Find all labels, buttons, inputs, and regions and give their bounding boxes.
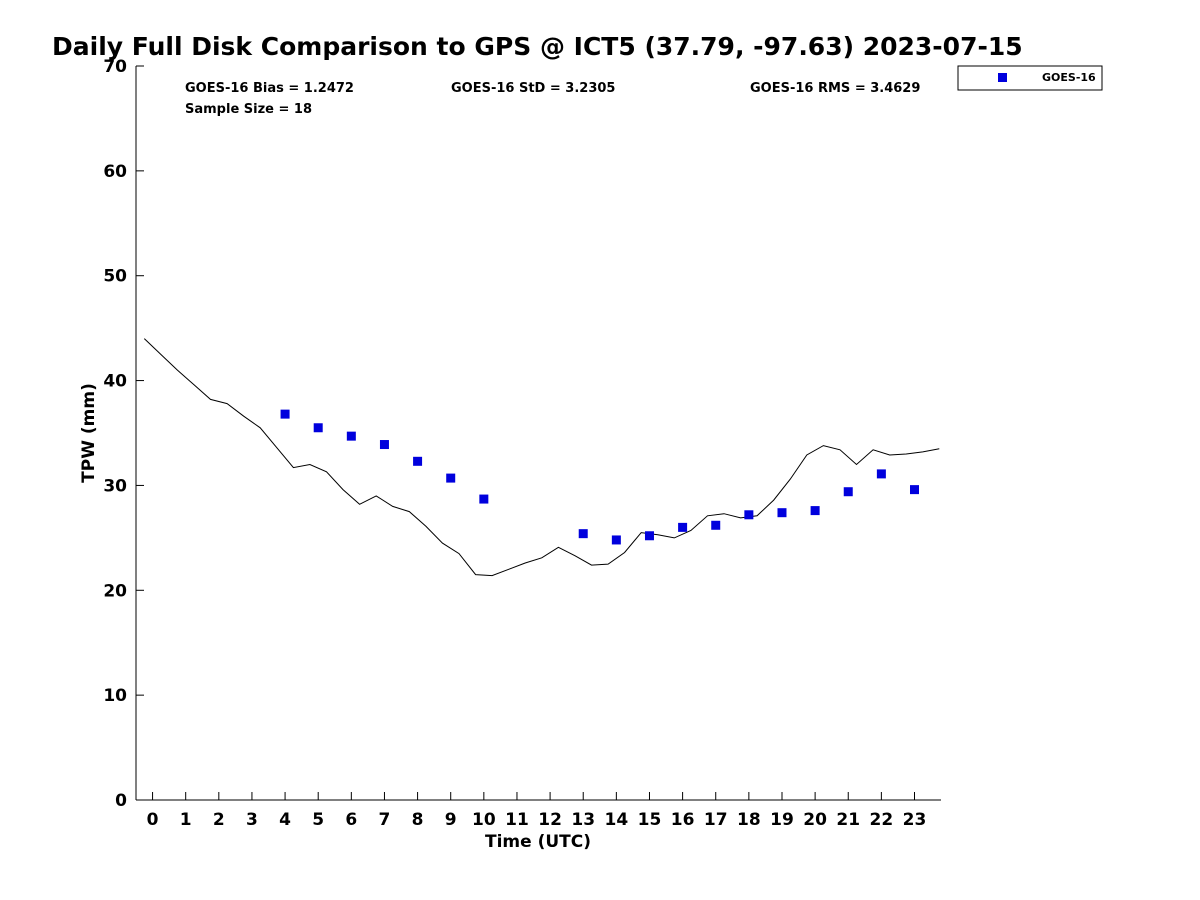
legend-goes16-label: GOES-16 [1042,71,1096,84]
goes16-point [611,535,621,545]
y-tick-label: 60 [103,162,127,182]
gps-line [143,338,940,577]
x-tick-label: 22 [870,810,894,830]
y-axis-label: TPW (mm) [79,383,99,483]
x-tick-label: 15 [638,810,662,830]
y-tick-label: 50 [103,267,127,287]
x-tick-label: 13 [571,810,595,830]
goes16-point [413,456,423,466]
x-tick-label: 8 [412,810,424,830]
y-tick-label: 40 [103,372,127,392]
goes16-point [843,487,853,497]
y-tick-label: 70 [103,57,127,77]
y-tick-label: 30 [103,476,127,496]
y-tick-label: 10 [103,686,127,706]
goes16-point [479,494,489,504]
x-tick-label: 5 [312,810,324,830]
x-tick-label: 23 [903,810,927,830]
goes16-point [876,469,886,479]
x-tick-label: 11 [505,810,529,830]
goes16-point [578,529,588,539]
goes16-point [909,485,919,495]
goes16-point [678,522,688,532]
x-tick-label: 1 [180,810,192,830]
legend-goes16-marker [998,73,1007,82]
goes16-point [711,520,721,530]
goes16-point [644,531,654,541]
x-tick-label: 18 [737,810,761,830]
x-tick-label: 4 [279,810,291,830]
goes16-point [280,409,290,419]
x-tick-label: 17 [704,810,728,830]
x-tick-label: 16 [671,810,695,830]
x-tick-label: 20 [803,810,827,830]
goes16-point [446,473,456,483]
x-tick-label: 12 [538,810,562,830]
rms-stat: GOES-16 RMS = 3.4629 [750,81,920,96]
legend-box [957,65,1103,91]
x-tick-label: 14 [605,810,629,830]
x-axis-label: Time (UTC) [485,832,591,852]
goes16-point [777,508,787,518]
stats-annotations: GOES-16 Bias = 1.2472 GOES-16 StD = 3.23… [185,81,920,117]
x-tick-label: 7 [379,810,391,830]
legend: GOES-16 [957,65,1103,91]
x-tick-label: 21 [836,810,860,830]
x-tick-label: 2 [213,810,225,830]
x-tick-label: 9 [445,810,457,830]
x-tick-label: 6 [345,810,357,830]
y-tick-label: 20 [103,581,127,601]
bias-stat: GOES-16 Bias = 1.2472 [185,81,354,96]
x-tick-label: 10 [472,810,496,830]
goes16-point [810,506,820,516]
x-tick-label: 3 [246,810,258,830]
chart-title: Daily Full Disk Comparison to GPS @ ICT5… [52,32,1023,61]
std-stat: GOES-16 StD = 3.2305 [451,81,615,96]
goes16-point [379,440,389,450]
x-tick-label: 19 [770,810,794,830]
goes16-point [313,423,323,433]
y-tick-label: 0 [115,791,127,811]
x-tick-label: 0 [147,810,159,830]
goes16-point [346,431,356,441]
goes16-point [744,510,754,520]
sample-size-stat: Sample Size = 18 [185,102,312,117]
